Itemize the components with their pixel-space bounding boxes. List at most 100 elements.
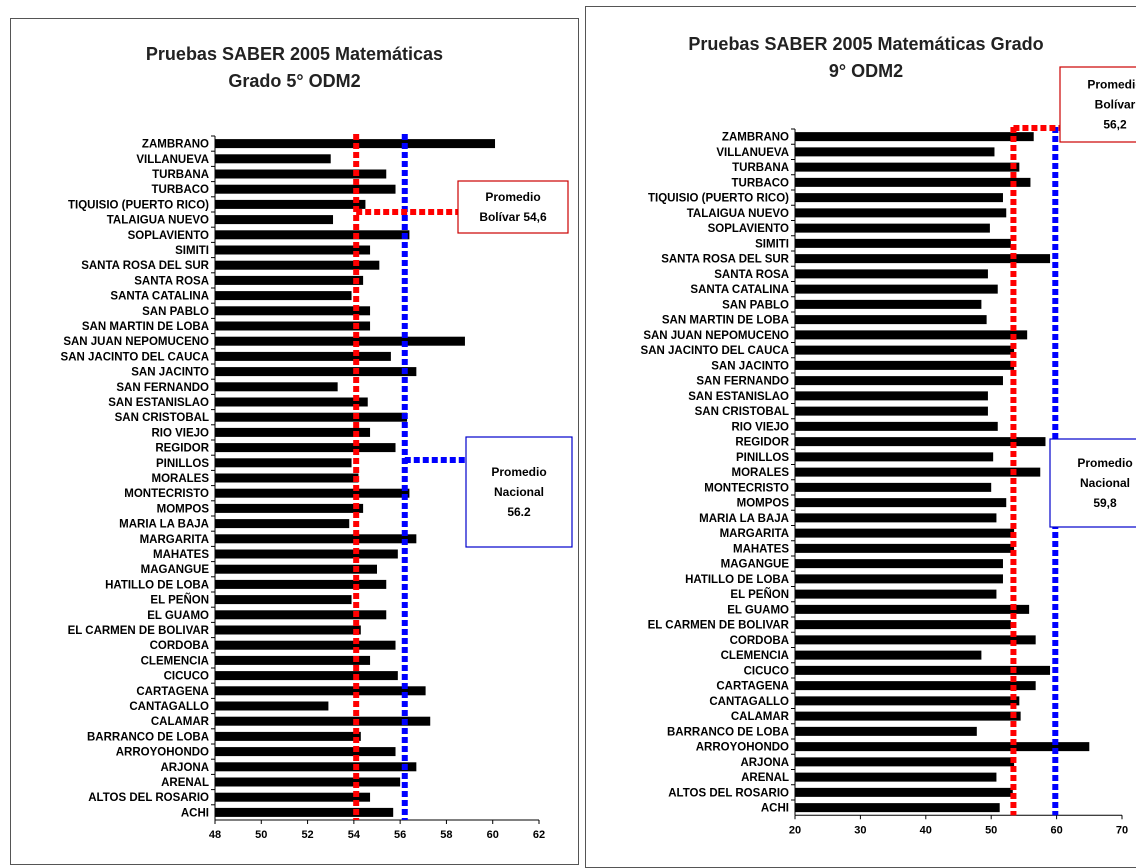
- category-label: SAN MARTIN DE LOBA: [662, 315, 789, 327]
- bar: [795, 238, 1011, 248]
- category-label: CALAMAR: [151, 716, 210, 728]
- bar: [795, 208, 1007, 218]
- bar: [215, 549, 398, 559]
- category-label: ARENAL: [741, 772, 789, 784]
- bar: [215, 655, 371, 665]
- bar: [215, 351, 391, 361]
- bar: [795, 421, 998, 431]
- category-label: TURBANA: [152, 169, 209, 181]
- category-label: EL PEÑON: [730, 588, 789, 601]
- category-label: SAN JUAN NEPOMUCENO: [63, 336, 209, 348]
- x-tick-label: 56: [394, 829, 406, 841]
- category-label: SANTA ROSA: [134, 275, 209, 287]
- category-label: MAHATES: [153, 549, 209, 561]
- bar: [795, 162, 1020, 172]
- bar: [795, 406, 988, 416]
- bar: [215, 260, 380, 270]
- category-label: MOMPOS: [157, 503, 210, 515]
- bar: [215, 230, 410, 240]
- bar: [795, 482, 992, 492]
- category-label: MONTECRISTO: [124, 488, 209, 500]
- annotation-label: 59,8: [1093, 496, 1117, 510]
- bar: [795, 803, 1000, 813]
- category-label: MONTECRISTO: [704, 482, 789, 494]
- category-label: TALAIGUA NUEVO: [107, 215, 209, 227]
- category-label: SIMITI: [755, 238, 789, 250]
- bar: [795, 437, 1046, 447]
- bar: [215, 367, 417, 377]
- x-tick-label: 70: [1116, 824, 1128, 836]
- category-label: ALTOS DEL ROSARIO: [668, 787, 789, 799]
- annotation-box: [1049, 438, 1136, 528]
- category-label: SANTA CATALINA: [690, 284, 789, 296]
- bar: [215, 275, 364, 285]
- bar: [215, 625, 361, 635]
- chart-subtitle-line: Grado 5° ODM2: [228, 71, 361, 91]
- bar: [795, 452, 994, 462]
- annotation-label: Promedio: [1077, 456, 1132, 470]
- bar: [795, 498, 1007, 508]
- category-label: BARRANCO DE LOBA: [87, 731, 209, 743]
- x-tick-label: 50: [985, 824, 997, 836]
- chart-panel-grado-9: Pruebas SABER 2005 Matemáticas Grado 9° …: [585, 6, 1136, 868]
- bar: [215, 807, 394, 817]
- category-label: SAN FERNANDO: [116, 382, 209, 394]
- bar: [215, 640, 396, 650]
- bar: [795, 330, 1028, 340]
- bar: [795, 513, 997, 523]
- bar: [795, 269, 988, 279]
- annotation-label: 56,2: [1103, 118, 1127, 132]
- bar: [215, 610, 387, 620]
- bar: [215, 412, 408, 422]
- category-label: RIO VIEJO: [731, 421, 789, 433]
- category-label: ACHI: [181, 807, 209, 819]
- bar: [215, 443, 396, 453]
- bar: [795, 787, 1013, 797]
- bar: [795, 757, 1015, 767]
- category-label: MOMPOS: [737, 498, 790, 510]
- annotation-label: Nacional: [494, 485, 544, 499]
- bar: [795, 360, 1015, 370]
- category-label: ARJONA: [160, 762, 209, 774]
- category-label: CLEMENCIA: [721, 650, 789, 662]
- chart-panel-grado-5: Pruebas SABER 2005 Matemáticas Grado 5° …: [10, 18, 579, 865]
- x-tick-label: 62: [533, 829, 545, 841]
- category-label: TIQUISIO (PUERTO RICO): [68, 199, 209, 211]
- category-label: VILLANUEVA: [136, 154, 209, 166]
- x-tick-label: 48: [209, 829, 221, 841]
- category-label: CANTAGALLO: [709, 696, 789, 708]
- category-label: ACHI: [761, 803, 789, 815]
- category-label: TURBANA: [732, 162, 789, 174]
- bar: [795, 376, 1003, 386]
- category-label: SAN PABLO: [142, 306, 209, 318]
- bar: [215, 458, 352, 468]
- category-label: CICUCO: [164, 671, 209, 683]
- category-label: MARGARITA: [140, 534, 209, 546]
- bar: [215, 671, 398, 681]
- x-tick-label: 50: [255, 829, 267, 841]
- bar: [795, 193, 1003, 203]
- bar: [795, 543, 1015, 553]
- bar: [215, 716, 431, 726]
- category-label: SIMITI: [175, 245, 209, 257]
- bar: [215, 686, 426, 696]
- category-label: SOPLAVIENTO: [128, 230, 209, 242]
- category-label: MAHATES: [733, 543, 789, 555]
- category-label: MORALES: [732, 467, 790, 479]
- bar: [215, 473, 359, 483]
- category-label: BARRANCO DE LOBA: [667, 726, 789, 738]
- bar: [215, 245, 371, 255]
- bar: [795, 299, 982, 309]
- annotation-label: Promedio: [491, 465, 546, 479]
- annotation-label: Bolívar: [1095, 98, 1136, 112]
- bar-chart-grado-9: ZAMBRANO VILLANUEVA TURBANA TURBACO TIQUISIO…: [641, 66, 1136, 836]
- category-label: MARIA LA BAJA: [699, 513, 789, 525]
- x-tick-label: 54: [348, 829, 361, 841]
- category-label: SANTA ROSA DEL SUR: [81, 260, 209, 272]
- category-label: MORALES: [152, 473, 210, 485]
- category-label: SAN JACINTO: [131, 367, 209, 379]
- category-label: SANTA ROSA DEL SUR: [661, 254, 789, 266]
- category-label: CALAMAR: [731, 711, 790, 723]
- category-label: ZAMBRANO: [722, 132, 789, 144]
- annotation-box: [1059, 66, 1136, 143]
